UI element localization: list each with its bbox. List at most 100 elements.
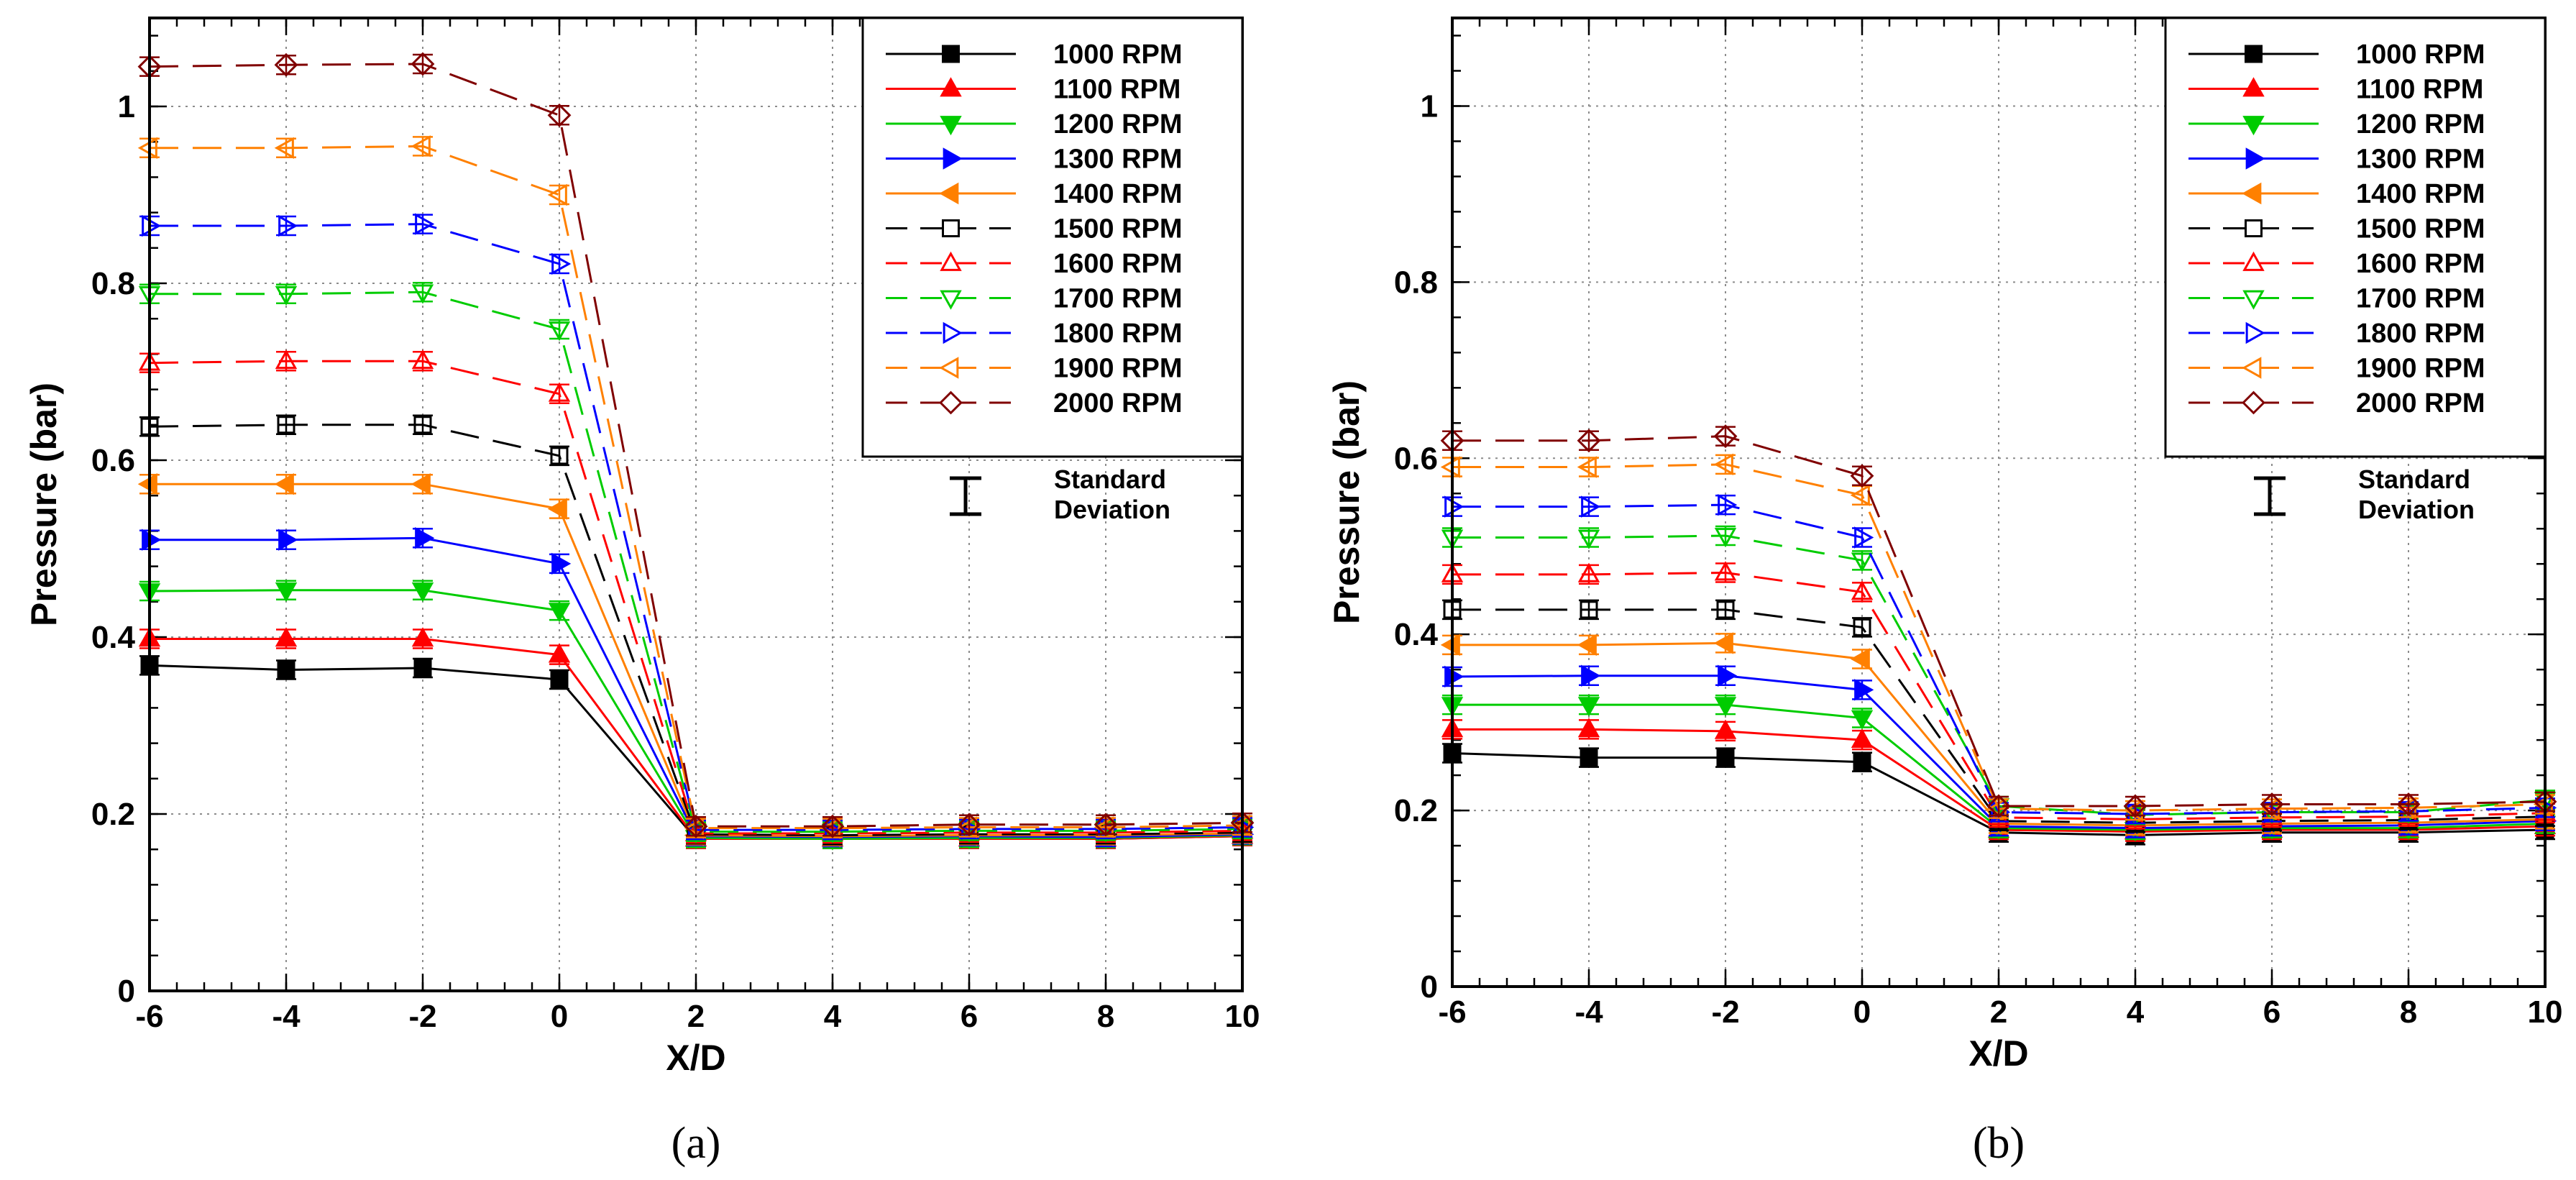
x-tick-label: -4 bbox=[272, 999, 301, 1034]
data-point bbox=[274, 137, 294, 160]
data-point bbox=[1716, 749, 1735, 767]
data-point bbox=[413, 659, 432, 677]
legend-entry: 1400 RPM bbox=[886, 179, 1183, 209]
series-line bbox=[1452, 435, 2546, 808]
legend-marker bbox=[2242, 182, 2262, 205]
y-tick-label: 0.4 bbox=[1394, 617, 1439, 652]
legend-marker bbox=[2242, 390, 2265, 415]
data-point bbox=[1580, 749, 1598, 767]
legend-entry: 1100 RPM bbox=[886, 75, 1181, 105]
y-tick-label: 0 bbox=[1421, 969, 1438, 1005]
data-point bbox=[1577, 456, 1597, 478]
axes-frame bbox=[148, 17, 1244, 992]
data-point bbox=[1850, 648, 1870, 670]
x-tick-label: 0 bbox=[1853, 994, 1871, 1030]
legend-marker bbox=[2245, 45, 2263, 63]
legend-marker bbox=[942, 45, 960, 63]
y-tick-label: 0 bbox=[118, 974, 135, 1009]
x-tick-label: -6 bbox=[1438, 994, 1466, 1030]
x-tick-label: -4 bbox=[1575, 994, 1603, 1030]
series-line bbox=[149, 424, 1243, 837]
legend-marker bbox=[2245, 321, 2265, 344]
data-point bbox=[1577, 634, 1597, 657]
data-point bbox=[415, 213, 435, 235]
data-point bbox=[275, 582, 298, 603]
y-tick-label: 1 bbox=[1421, 88, 1438, 124]
data-point bbox=[1716, 600, 1735, 619]
legend-label: 1500 RPM bbox=[1053, 214, 1183, 244]
chart-panel-b: -6 -4 -2 0 2 4 6 8 10 0 0.2 0.4 0.6 0.8 1 X/D Pressure (… bbox=[1326, 17, 2563, 1168]
legend-label: 1000 RPM bbox=[2356, 40, 2485, 70]
legend-box bbox=[2164, 17, 2547, 458]
legend-entry: 1100 RPM bbox=[2188, 75, 2483, 105]
data-point bbox=[550, 447, 569, 465]
y-tick-label: 1 bbox=[118, 89, 135, 124]
panel-label: (b) bbox=[1973, 1119, 2025, 1168]
data-point bbox=[277, 661, 295, 680]
data-point bbox=[551, 252, 572, 275]
data-series bbox=[1440, 424, 2557, 846]
data-point bbox=[550, 670, 569, 689]
legend-label: 1100 RPM bbox=[2356, 75, 2483, 105]
data-point bbox=[1577, 562, 1600, 582]
data-point bbox=[274, 52, 298, 77]
legend-entry: 1500 RPM bbox=[2188, 214, 2485, 244]
data-point bbox=[1714, 528, 1737, 548]
legend-entry: 1700 RPM bbox=[886, 284, 1183, 314]
legend: 1000 RPM 1100 RPM 1200 RPM 1300 RPM 1400 RPM… bbox=[2164, 17, 2547, 458]
data-point bbox=[1854, 679, 1874, 701]
data-point bbox=[2123, 794, 2148, 818]
legend-label: 1900 RPM bbox=[1053, 354, 1183, 384]
legend-marker bbox=[940, 290, 962, 310]
legend-marker bbox=[940, 77, 962, 97]
data-point bbox=[1713, 453, 1733, 476]
data-point bbox=[547, 183, 567, 206]
legend-label: 1900 RPM bbox=[2356, 354, 2485, 384]
panel-label: (a) bbox=[671, 1119, 721, 1168]
x-tick-label: -2 bbox=[408, 999, 436, 1034]
data-point bbox=[1713, 632, 1733, 654]
legend-marker bbox=[943, 147, 963, 170]
legend-entry: 1000 RPM bbox=[886, 40, 1183, 70]
legend-label: 1200 RPM bbox=[1053, 109, 1183, 140]
data-series bbox=[137, 52, 1255, 851]
sd-label-line1: Standard bbox=[2358, 465, 2470, 494]
data-point bbox=[411, 52, 435, 76]
data-point bbox=[411, 472, 431, 495]
x-tick-label: 10 bbox=[2528, 994, 2563, 1030]
x-tick-label: 6 bbox=[961, 999, 978, 1034]
data-point bbox=[1577, 697, 1600, 717]
legend-marker bbox=[940, 116, 962, 136]
data-point bbox=[1094, 813, 1118, 837]
data-point bbox=[1581, 664, 1601, 687]
data-point bbox=[2127, 802, 2148, 825]
y-tick-label: 0.4 bbox=[91, 620, 136, 655]
data-point bbox=[820, 814, 845, 838]
data-point bbox=[1851, 710, 1874, 730]
data-point bbox=[411, 135, 431, 157]
data-point bbox=[413, 416, 432, 434]
legend-label: 1100 RPM bbox=[1053, 75, 1181, 105]
data-point bbox=[1577, 429, 1601, 453]
data-point bbox=[548, 382, 571, 402]
legend-entry: 1800 RPM bbox=[2188, 319, 2485, 349]
data-point bbox=[957, 813, 981, 837]
legend-entry: 1000 RPM bbox=[2188, 40, 2485, 70]
legend-label: 1600 RPM bbox=[1053, 249, 1183, 279]
legend-marker bbox=[942, 219, 960, 237]
legend-marker bbox=[943, 321, 963, 344]
legend-entry: 1300 RPM bbox=[2188, 145, 2485, 175]
legend-label: 1800 RPM bbox=[1053, 319, 1183, 349]
legend-marker bbox=[2245, 147, 2265, 170]
chart-panel-a: -6 -4 -2 0 2 4 6 8 10 0 0.2 0.4 0.6 0.8 1 X/D Pressure (… bbox=[24, 17, 1260, 1168]
legend-entry: 1600 RPM bbox=[2188, 249, 2485, 279]
legend-marker bbox=[940, 251, 962, 271]
y-axis-title: Pressure (bar) bbox=[1326, 380, 1367, 624]
data-point bbox=[278, 214, 298, 237]
legend-label: 1500 RPM bbox=[2356, 214, 2485, 244]
data-point bbox=[411, 582, 434, 603]
data-point bbox=[2396, 792, 2421, 816]
legend-box bbox=[861, 17, 1244, 458]
data-point bbox=[548, 643, 571, 663]
